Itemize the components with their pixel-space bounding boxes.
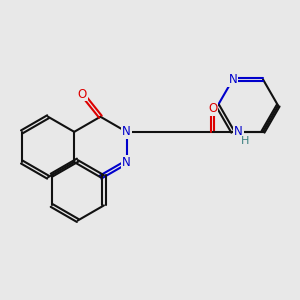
Text: O: O — [208, 102, 218, 115]
Text: N: N — [122, 156, 131, 169]
Text: N: N — [228, 73, 237, 86]
Text: O: O — [78, 88, 87, 100]
Text: N: N — [234, 125, 243, 138]
Text: N: N — [122, 125, 131, 138]
Text: H: H — [241, 136, 249, 146]
